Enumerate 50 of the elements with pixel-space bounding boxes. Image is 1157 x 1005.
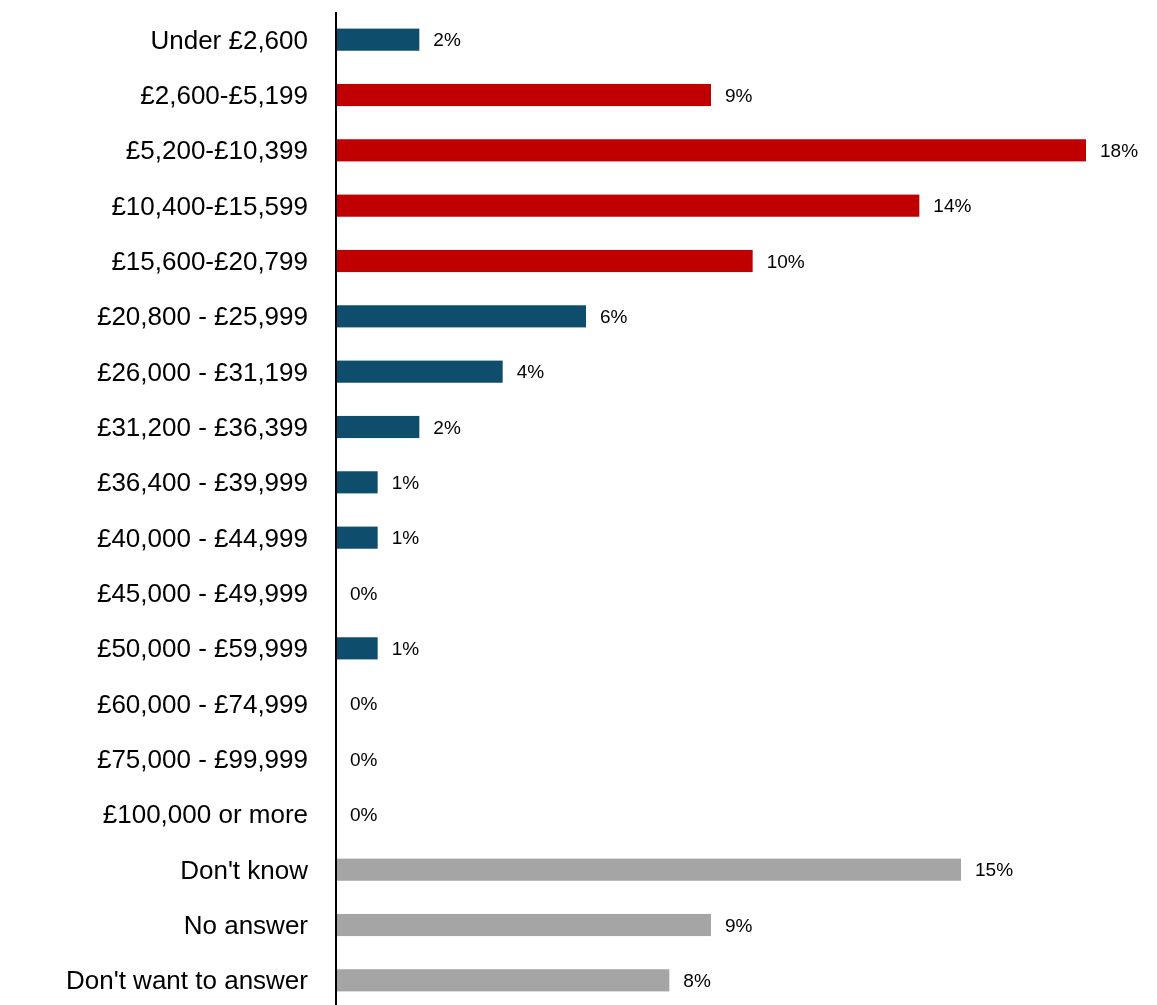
data-label: 0% [350, 582, 378, 604]
data-label: 1% [391, 527, 420, 549]
bar [336, 913, 711, 937]
y-tick-label: £10,400-£15,599 [111, 190, 308, 221]
y-tick-label: £26,000 - £31,199 [96, 356, 308, 387]
y-tick-label: £100,000 or more [102, 799, 308, 830]
data-label: 1% [391, 637, 420, 659]
data-label: 10% [766, 250, 805, 272]
y-tick-label: £75,000 - £99,999 [96, 744, 308, 775]
data-label: 6% [600, 305, 628, 327]
y-tick-label: Don't know [180, 854, 309, 885]
bar [336, 83, 711, 107]
data-label: 0% [350, 693, 378, 715]
y-tick-label: £15,600-£20,799 [111, 246, 308, 277]
bar [336, 28, 420, 51]
bar [336, 526, 378, 549]
y-tick-label: £20,800 - £25,999 [96, 301, 308, 332]
bar [336, 305, 586, 328]
bar [336, 858, 961, 881]
data-label: 8% [683, 969, 711, 991]
bar [336, 969, 670, 992]
data-label: 9% [725, 914, 753, 936]
data-label: 0% [350, 748, 378, 770]
data-label: 18% [1100, 139, 1139, 161]
y-tick-label: £2,600-£5,199 [140, 80, 308, 111]
y-tick-label: £50,000 - £59,999 [96, 633, 308, 664]
bar [336, 415, 420, 439]
y-tick-label: £60,000 - £74,999 [96, 688, 308, 719]
data-label: 9% [725, 84, 753, 106]
y-tick-label: No answer [183, 910, 309, 941]
y-tick-label: £36,400 - £39,999 [96, 467, 308, 498]
data-label: 4% [516, 361, 545, 383]
data-label: 1% [391, 471, 420, 493]
y-tick-label: £5,200-£10,399 [125, 135, 308, 166]
bar [336, 471, 378, 494]
y-tick-label: Under £2,600 [150, 24, 308, 55]
data-label: 2% [433, 29, 461, 51]
data-label: 15% [975, 859, 1014, 881]
data-label: 14% [933, 195, 972, 217]
y-tick-label: Don't want to answer [66, 965, 309, 996]
bar [336, 139, 1086, 162]
y-tick-label: £45,000 - £49,999 [96, 578, 308, 609]
bar [336, 194, 920, 217]
bar [336, 360, 503, 383]
y-tick-label: £31,200 - £36,399 [96, 412, 308, 443]
data-label: 0% [350, 803, 378, 825]
bar [336, 249, 753, 273]
bar [336, 637, 378, 660]
data-label: 2% [433, 416, 461, 438]
y-tick-label: £40,000 - £44,999 [96, 522, 308, 553]
